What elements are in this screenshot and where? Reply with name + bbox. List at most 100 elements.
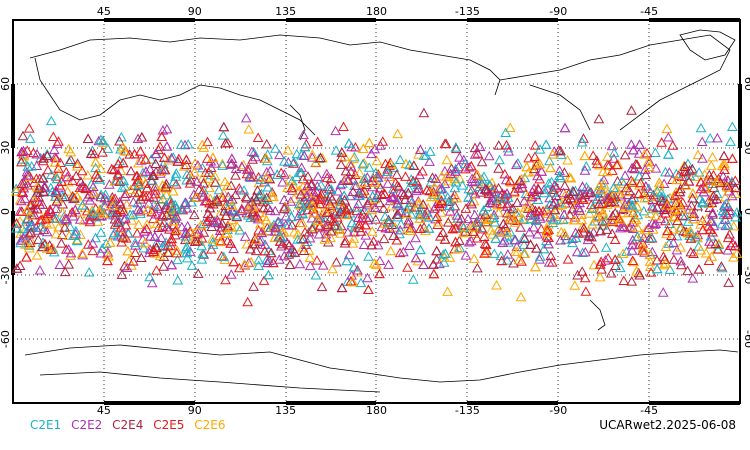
observation-marker	[439, 234, 451, 244]
observation-marker	[278, 156, 290, 166]
observation-marker	[141, 223, 153, 234]
observation-marker	[225, 159, 237, 169]
observation-marker	[362, 272, 373, 283]
observation-marker	[482, 214, 494, 224]
observation-marker	[331, 256, 342, 267]
observation-marker	[707, 151, 718, 162]
observation-marker	[591, 155, 603, 165]
observation-marker	[357, 158, 369, 169]
observation-marker	[380, 158, 391, 169]
observation-marker	[192, 159, 204, 170]
observation-marker	[631, 265, 642, 276]
lon-tick-label: -135	[455, 404, 480, 417]
observation-marker	[242, 210, 254, 220]
observation-marker	[428, 268, 440, 279]
observation-marker	[340, 209, 352, 220]
observation-marker	[253, 254, 264, 265]
observation-marker	[135, 252, 147, 263]
observation-marker	[304, 260, 316, 271]
observation-marker	[634, 139, 646, 149]
observation-marker	[627, 207, 639, 218]
observation-marker	[410, 232, 421, 243]
observation-marker	[371, 192, 383, 202]
observation-marker	[391, 169, 403, 179]
observation-marker	[157, 221, 168, 231]
observation-marker	[513, 254, 525, 265]
observation-marker	[155, 166, 167, 177]
lon-tick-label: 45	[97, 5, 111, 18]
observation-marker	[242, 203, 254, 213]
observation-marker	[611, 159, 623, 170]
observation-marker	[598, 174, 610, 185]
observation-marker	[404, 240, 415, 250]
observation-marker	[619, 199, 631, 209]
observation-marker	[198, 142, 210, 152]
observation-marker	[119, 191, 131, 201]
observation-marker	[366, 239, 378, 250]
observation-marker	[31, 160, 43, 171]
observation-marker	[623, 201, 635, 212]
observation-marker	[441, 171, 453, 181]
observation-marker	[418, 259, 429, 269]
observation-marker	[468, 226, 479, 236]
observation-marker	[228, 243, 239, 254]
observation-marker	[713, 239, 725, 250]
observation-marker	[50, 191, 62, 201]
observation-marker	[358, 157, 370, 168]
observation-marker	[284, 173, 296, 184]
observation-marker	[554, 170, 566, 180]
observation-marker	[132, 176, 144, 187]
observation-marker	[181, 241, 193, 252]
observation-marker	[220, 228, 232, 238]
observation-marker	[130, 240, 141, 250]
lon-tick-labels-bottom: 45 90 135 180 -135 -90 -45	[97, 404, 658, 417]
observation-marker	[693, 264, 705, 274]
observation-marker	[197, 162, 208, 173]
observation-marker	[442, 286, 453, 296]
observation-marker	[516, 178, 528, 189]
observation-marker	[51, 196, 63, 206]
observation-marker	[50, 152, 62, 163]
observation-marker	[226, 153, 238, 163]
observation-marker	[703, 174, 714, 185]
observation-marker	[456, 213, 467, 223]
observation-marker	[109, 176, 121, 186]
observation-marker	[301, 187, 313, 197]
observation-marker	[462, 213, 474, 224]
observation-marker	[217, 158, 228, 169]
observation-marker	[644, 256, 656, 266]
observation-marker	[261, 172, 273, 182]
observation-marker	[185, 174, 196, 185]
observation-marker	[722, 219, 734, 230]
observation-marker	[108, 227, 120, 238]
observation-marker	[483, 150, 495, 161]
observation-marker	[547, 187, 559, 197]
observation-marker	[231, 209, 242, 220]
observation-marker	[97, 135, 109, 146]
observation-marker	[11, 218, 22, 228]
observation-marker	[42, 243, 53, 253]
observation-marker	[243, 124, 255, 134]
observation-marker	[292, 228, 304, 239]
observation-marker	[501, 188, 513, 198]
observation-marker	[578, 194, 589, 204]
observation-marker	[444, 195, 456, 205]
observation-marker	[339, 238, 351, 248]
observation-marker	[479, 238, 491, 249]
observation-marker	[492, 193, 504, 203]
observation-marker	[230, 170, 241, 180]
observation-marker	[197, 191, 209, 201]
observation-marker	[34, 264, 46, 275]
observation-marker	[362, 214, 374, 225]
observation-marker	[707, 207, 718, 217]
observation-marker	[496, 198, 508, 209]
observation-marker	[571, 246, 583, 257]
observation-marker	[651, 254, 663, 265]
observation-marker	[626, 105, 637, 115]
observation-marker	[21, 170, 33, 180]
observation-marker	[216, 218, 228, 228]
legend-item-c2e5: C2E5	[153, 418, 185, 432]
dataset-date-stamp: UCARwet2.2025-06-08	[599, 418, 736, 432]
observation-marker	[614, 262, 626, 273]
observation-marker	[274, 236, 286, 246]
